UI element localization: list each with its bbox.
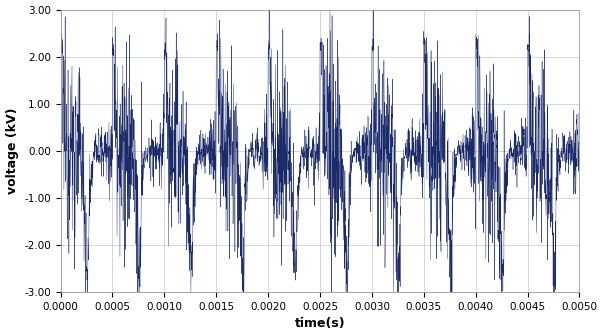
X-axis label: time(s): time(s) — [295, 318, 346, 330]
Y-axis label: voltage (kV): voltage (kV) — [5, 108, 19, 194]
